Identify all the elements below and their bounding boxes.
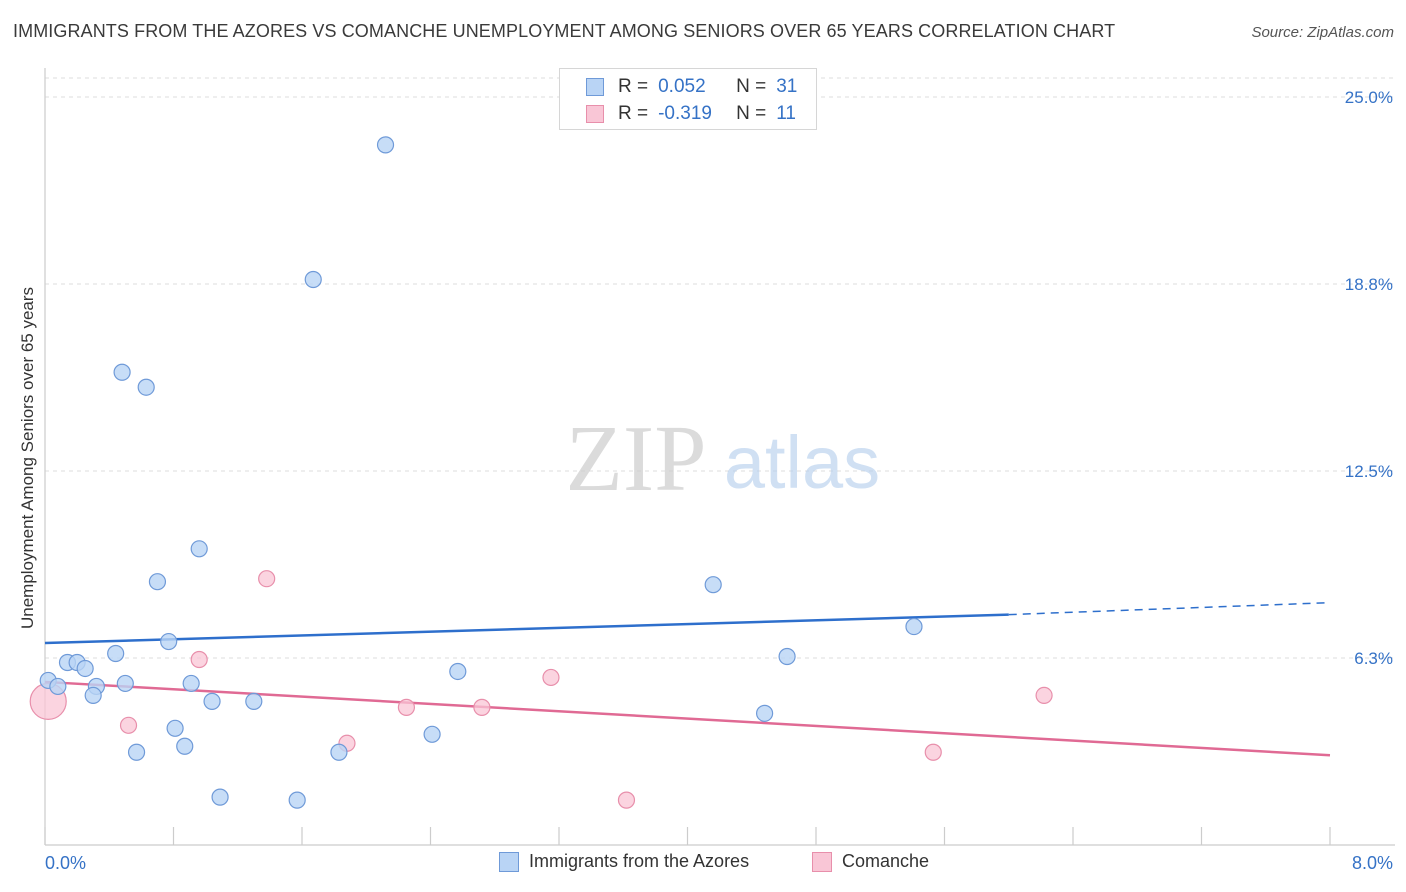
point-azores (245, 692, 263, 710)
point-comanche (1035, 686, 1053, 705)
point-azores (127, 743, 146, 761)
tick-labels: 6.3% 12.5% 18.8% 25.0% 0.0% 8.0% (45, 88, 1393, 873)
point-comanche (924, 743, 942, 761)
point-azores (116, 674, 134, 693)
legend-n-label: N = (736, 103, 767, 124)
legend-row-azores: R = 0.052 N = 31 (586, 75, 797, 99)
point-azores (113, 363, 131, 381)
point-comanche (473, 698, 491, 716)
gridlines (45, 77, 1395, 659)
point-azores (704, 576, 722, 594)
axes (44, 68, 1395, 846)
bottom-legend-azores: Immigrants from the Azores (499, 851, 749, 872)
point-azores (84, 686, 102, 705)
legend-r-label: R = (618, 76, 649, 97)
legend-n-value-azores: 31 (776, 76, 798, 97)
legend-r-value-azores: 0.052 (658, 76, 706, 97)
legend-n-value-comanche: 11 (776, 103, 796, 124)
y-axis-label: Unemployment Among Seniors over 65 years (18, 286, 37, 630)
trend-line-azores-extension (1008, 601, 1331, 616)
x-tick-label: 0.0% (45, 853, 86, 873)
y-tick-label: 25.0% (1345, 88, 1393, 107)
point-azores (137, 378, 155, 396)
x-tick-label: 8.0% (1352, 853, 1393, 873)
point-comanche (542, 668, 560, 687)
point-azores (778, 647, 796, 666)
y-tick-label: 18.8% (1345, 275, 1393, 294)
point-azores (755, 704, 774, 722)
point-azores (330, 743, 348, 761)
legend-r-label: R = (618, 103, 649, 124)
y-tick-label: 12.5% (1345, 462, 1393, 481)
point-comanche (258, 570, 276, 588)
watermark: ZIP atlas (566, 407, 881, 511)
point-azores (423, 725, 441, 743)
point-azores (160, 632, 178, 651)
point-azores (190, 540, 208, 558)
bottom-legend-swatch-comanche (812, 851, 832, 872)
legend-r-value-comanche: -0.319 (658, 103, 712, 124)
point-azores (304, 270, 322, 289)
watermark-zip: ZIP (566, 407, 707, 511)
point-azores (905, 617, 923, 636)
data-points (29, 136, 1053, 809)
watermark-atlas: atlas (724, 421, 880, 504)
point-azores (49, 677, 67, 696)
point-azores (148, 573, 167, 591)
point-azores (107, 644, 125, 663)
point-comanche (190, 650, 208, 669)
trend-line-azores (44, 613, 1009, 645)
legend-row-comanche: R = -0.319 N = 11 (586, 102, 796, 126)
point-azores (449, 662, 467, 681)
point-azores (288, 791, 306, 809)
point-comanche (617, 791, 636, 809)
point-azores (182, 674, 200, 693)
point-azores (76, 659, 94, 678)
trend-line-comanche (44, 680, 1331, 757)
legend-swatch-azores (586, 78, 604, 96)
bottom-legend-label-comanche: Comanche (842, 851, 930, 871)
chart-title: IMMIGRANTS FROM THE AZORES VS COMANCHE U… (13, 21, 1116, 41)
point-azores (376, 136, 395, 154)
point-azores (166, 719, 184, 737)
legend-n-label: N = (736, 76, 767, 97)
source-label: Source: ZipAtlas.com (1251, 24, 1394, 41)
point-comanche (119, 716, 138, 734)
trend-lines (44, 601, 1331, 757)
y-tick-label: 6.3% (1354, 649, 1393, 668)
bottom-legend-swatch-azores (499, 851, 519, 872)
point-comanche (397, 698, 416, 716)
point-azores (203, 692, 221, 710)
point-azores (176, 737, 194, 755)
point-azores (211, 788, 229, 806)
bottom-legend-comanche: Comanche (812, 851, 929, 872)
legend: R = 0.052 N = 31 R = -0.319 N = 11 (559, 68, 817, 130)
bottom-legend-label-azores: Immigrants from the Azores (529, 851, 750, 871)
legend-swatch-comanche (586, 105, 604, 123)
